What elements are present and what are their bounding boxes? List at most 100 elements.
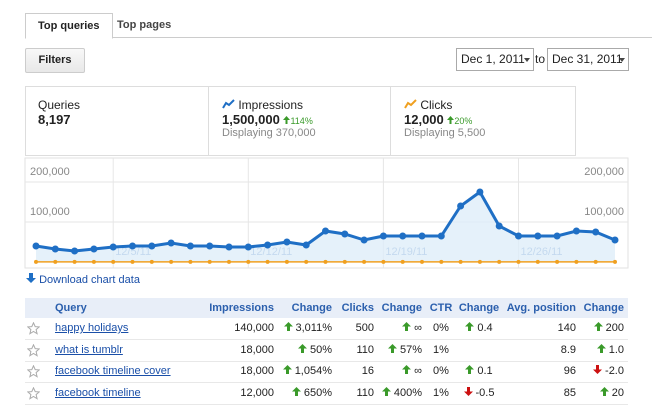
point [611,236,619,244]
up-arrow [447,116,455,124]
star-toggle[interactable] [27,386,40,400]
point [458,259,463,264]
row-separator [25,360,628,362]
tab-top-queries[interactable]: Top queries [25,13,113,39]
change-cell: 200 [593,318,624,339]
cell: 85 [563,386,576,399]
column-header[interactable]: Avg. position [506,302,576,314]
cell: 1% [433,343,449,356]
point [34,259,38,264]
change-value: 20 [611,386,624,399]
star-toggle[interactable] [27,365,40,378]
point [302,241,310,249]
change-value: ∞ [414,365,422,377]
queries-cell: Queries 8,197 [38,98,80,127]
point [341,230,349,238]
column-header[interactable]: Change [583,302,624,314]
point [495,222,503,230]
cell: 18,000 [240,365,274,377]
point [246,259,251,264]
summary-divider [390,87,391,155]
query-link[interactable]: what is tumblr [55,343,123,356]
star-shape [27,322,40,335]
plot-frame [24,157,629,269]
point [516,259,521,264]
row-separator [25,403,628,405]
cell: 96 [563,365,576,377]
point [90,245,98,253]
query-link[interactable]: facebook timeline [55,386,141,399]
star-toggle[interactable] [27,322,40,335]
table-header-bg [25,298,628,318]
change-value: 200 [605,322,624,334]
point [149,259,154,264]
up-arrow [297,343,307,353]
filters-button[interactable]: Filters [25,48,85,73]
change-value: 0.1 [477,365,493,377]
arrow-shape [599,386,609,396]
point [91,259,96,264]
column-header[interactable]: Query [55,302,87,314]
cell: 18,000 [240,343,274,356]
download-icon [26,273,36,283]
change-value: 400% [393,386,422,399]
summary-box [25,86,576,156]
star-toggle[interactable] [27,343,40,357]
y-tick-label: 100,000 [30,206,70,218]
point [420,259,424,264]
point [574,259,579,264]
point [207,259,212,264]
column-header[interactable]: CTR [429,302,453,314]
change-value: -0.5 [475,386,495,399]
change-value: -2.0 [605,365,624,377]
query-link[interactable]: facebook timeline cover [55,365,171,377]
change-cell: 50% [297,340,332,361]
start-date-select[interactable]: Dec 1, 2011 [456,48,534,71]
point [51,245,59,253]
up-arrow [282,365,292,374]
arrow-shape [282,365,292,374]
y-tick-label: 200,000 [30,166,70,178]
column-header[interactable]: Change [458,302,500,314]
summary-value-row: 12,000 20% [404,112,485,127]
up-arrow [283,322,293,331]
column-header[interactable]: Change [291,302,332,314]
column-header[interactable]: Change [381,302,422,314]
y2-tick-label: 200,000 [584,166,624,178]
change-cell: -2.0 [593,361,624,382]
point [130,259,135,264]
cell: 110 [356,343,374,356]
change-cell: 1.0 [596,340,624,361]
up-arrow [593,322,603,331]
point [71,247,79,255]
impressions-icon [222,99,235,109]
point [109,243,117,251]
point [53,259,58,264]
end-date-select[interactable]: Dec 31, 2011 [547,48,629,71]
change-cell: 20 [599,383,624,404]
clicks-cell: Clicks 12,000 20% Displaying 5,500 [404,98,485,139]
query-link[interactable]: happy holidays [55,322,129,334]
arrow-shape [297,343,307,353]
download-link[interactable]: Download chart data [26,273,140,286]
point [593,259,598,264]
arrow-shape [465,365,475,374]
summary-label: Impressions [222,98,316,112]
column-header[interactable]: Clicks [341,302,374,314]
point [400,259,405,264]
tab-top-pages[interactable]: Top pages [117,19,172,31]
column-header[interactable]: Impressions [209,302,274,314]
clicks-icon [404,99,417,109]
arrow-shape [593,322,603,331]
cell: 140 [557,322,576,334]
up-arrow [402,322,412,331]
point [32,242,40,250]
download-text: Download chart data [39,274,140,286]
point [342,259,347,264]
point [167,239,175,247]
arrow-shape [291,386,301,396]
point [515,232,522,240]
point [534,232,542,240]
summary-value-row: 1,500,000 114% [222,112,316,127]
summary-change: 114% [290,116,313,126]
